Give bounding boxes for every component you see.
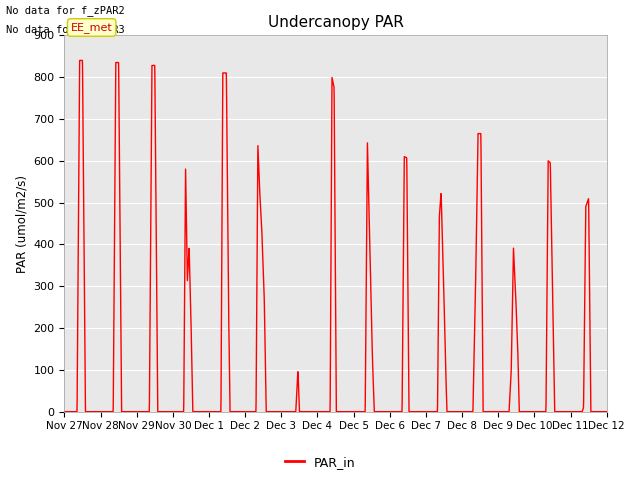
Text: No data for f_zPAR3: No data for f_zPAR3 <box>6 24 125 35</box>
Title: Undercanopy PAR: Undercanopy PAR <box>268 15 403 30</box>
Text: EE_met: EE_met <box>71 22 113 33</box>
Text: No data for f_zPAR2: No data for f_zPAR2 <box>6 6 125 16</box>
Legend: PAR_in: PAR_in <box>280 451 360 474</box>
Y-axis label: PAR (umol/m2/s): PAR (umol/m2/s) <box>15 175 28 273</box>
